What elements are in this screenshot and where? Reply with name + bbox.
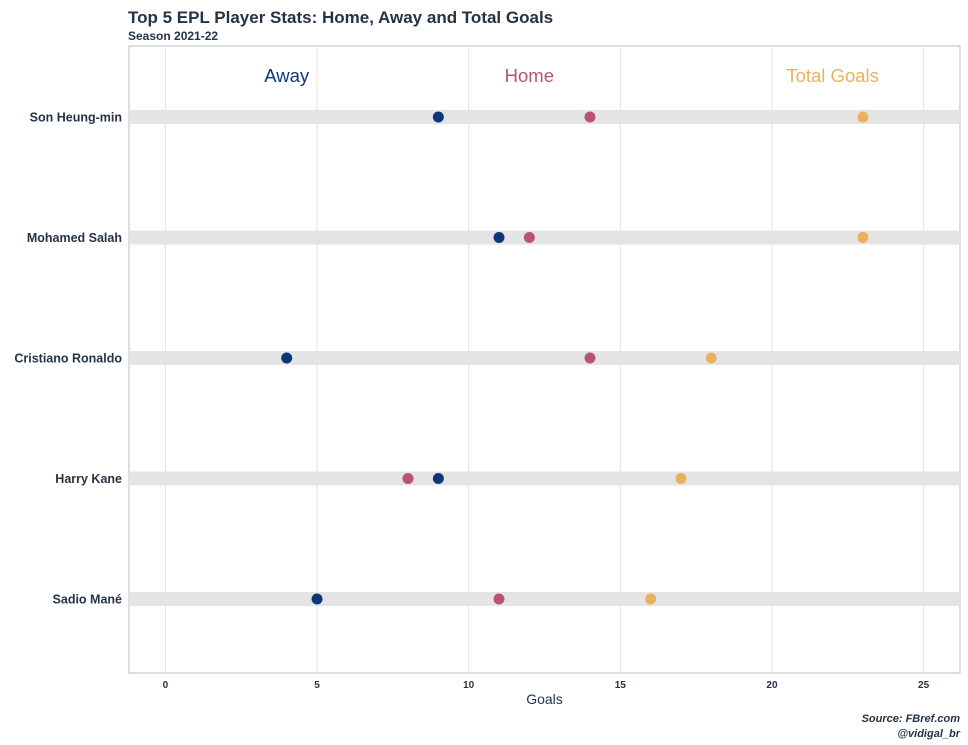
x-tick-label: 10 bbox=[463, 680, 475, 691]
x-tick-label: 5 bbox=[314, 680, 320, 691]
data-point bbox=[493, 232, 505, 243]
row-bands bbox=[129, 110, 960, 606]
caption-source: Source: FBref.com bbox=[862, 713, 961, 725]
caption-author: @vidigal_br bbox=[897, 728, 960, 740]
data-point bbox=[675, 473, 687, 484]
data-point bbox=[281, 352, 293, 364]
chart-title: Top 5 EPL Player Stats: Home, Away and T… bbox=[128, 8, 553, 27]
data-point bbox=[857, 232, 869, 243]
data-point bbox=[584, 352, 596, 364]
series-label: Home bbox=[505, 65, 554, 86]
data-point bbox=[523, 232, 535, 243]
chart-subtitle: Season 2021-22 bbox=[128, 29, 218, 43]
x-tick-label: 20 bbox=[766, 680, 778, 691]
x-tick-label: 25 bbox=[918, 680, 930, 691]
series-label: Away bbox=[264, 65, 310, 86]
data-point bbox=[311, 593, 323, 605]
data-points bbox=[281, 111, 869, 605]
y-tick-label: Cristiano Ronaldo bbox=[14, 352, 122, 366]
x-axis-ticks: 0 5 10 15 20 25 bbox=[163, 680, 930, 691]
data-point bbox=[402, 473, 414, 484]
data-point bbox=[493, 593, 505, 605]
row-band bbox=[129, 592, 960, 606]
row-band bbox=[129, 110, 960, 124]
series-label: Total Goals bbox=[786, 65, 879, 86]
series-labels: Away Home Total Goals bbox=[264, 65, 879, 86]
data-point bbox=[705, 352, 717, 364]
y-tick-label: Harry Kane bbox=[55, 472, 122, 486]
y-tick-label: Sadio Mané bbox=[53, 593, 123, 607]
row-band bbox=[129, 351, 960, 365]
data-point bbox=[857, 111, 869, 123]
data-point bbox=[432, 473, 444, 484]
x-tick-label: 0 bbox=[163, 680, 169, 691]
data-point bbox=[584, 111, 596, 123]
row-band bbox=[129, 471, 960, 486]
x-axis-title: Goals bbox=[526, 691, 563, 707]
x-tick-label: 15 bbox=[615, 680, 627, 691]
row-band bbox=[129, 230, 960, 245]
y-tick-label: Son Heung-min bbox=[30, 111, 122, 125]
data-point bbox=[432, 111, 444, 123]
data-point bbox=[645, 593, 657, 605]
y-tick-label: Mohamed Salah bbox=[27, 231, 122, 245]
y-axis-labels: Son Heung-min Mohamed Salah Cristiano Rona… bbox=[14, 111, 122, 607]
